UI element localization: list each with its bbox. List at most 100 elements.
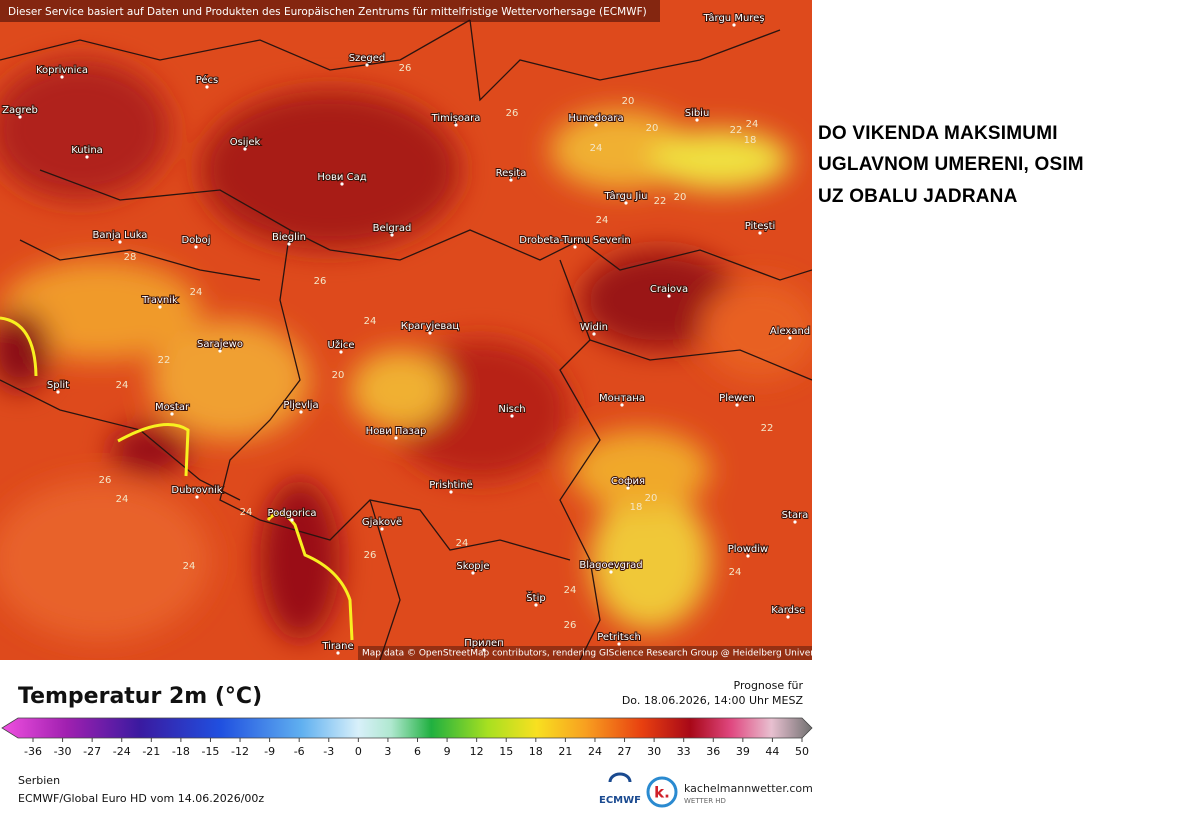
contour-label: 26 bbox=[364, 550, 377, 561]
scale-label: -12 bbox=[231, 745, 249, 758]
city-dot bbox=[205, 85, 209, 89]
city-dot bbox=[510, 414, 514, 418]
city-label: Prishtinë bbox=[429, 480, 472, 491]
city-dot bbox=[573, 245, 577, 249]
city-dot bbox=[340, 182, 344, 186]
contour-label: 22 bbox=[761, 423, 774, 434]
contour-label: 24 bbox=[116, 380, 129, 391]
city-label: Nisch bbox=[498, 404, 525, 415]
city-dot bbox=[60, 75, 64, 79]
contour-label: 26 bbox=[314, 276, 327, 287]
city-dot bbox=[218, 349, 222, 353]
scale-label: -21 bbox=[142, 745, 160, 758]
scale-label: 50 bbox=[795, 745, 809, 758]
contour-label: 24 bbox=[240, 507, 253, 518]
city-label: Târgu Jiu bbox=[604, 190, 648, 202]
city-label: Stara bbox=[782, 510, 809, 521]
city-dot bbox=[609, 570, 613, 574]
contour-label: 22 bbox=[730, 125, 743, 136]
kachelmann-logo-text: k. bbox=[654, 784, 670, 802]
city-dot bbox=[482, 648, 486, 652]
contour-label: 20 bbox=[674, 192, 687, 203]
city-dot bbox=[617, 642, 621, 646]
contour-label: 24 bbox=[746, 119, 759, 130]
city-label: Drobeta-Turnu Severin bbox=[519, 235, 630, 246]
city-dot bbox=[746, 554, 750, 558]
city-label: Dubrovnik bbox=[171, 485, 222, 496]
city-label: Tirane bbox=[321, 641, 353, 652]
city-dot bbox=[793, 520, 797, 524]
scale-label: 24 bbox=[588, 745, 602, 758]
contour-label: 20 bbox=[622, 96, 635, 107]
scale-label: -30 bbox=[54, 745, 72, 758]
city-label: Travnik bbox=[141, 295, 178, 306]
city-label: Blagoevgrad bbox=[579, 560, 642, 571]
city-dot bbox=[695, 118, 699, 122]
city-label: Split bbox=[47, 380, 69, 391]
city-label: Нови Пазар bbox=[366, 426, 427, 437]
city-label: Kutina bbox=[71, 145, 103, 156]
contour-label: 28 bbox=[124, 252, 137, 263]
scale-label: 27 bbox=[618, 745, 632, 758]
city-dot bbox=[290, 518, 294, 522]
city-label: Нови Сад bbox=[317, 172, 366, 183]
city-label: Doboj bbox=[181, 235, 210, 246]
city-label: Belgrad bbox=[373, 223, 412, 234]
city-dot bbox=[170, 412, 174, 416]
city-dot bbox=[339, 350, 343, 354]
region: Serbien bbox=[18, 774, 60, 787]
city-label: Pitești bbox=[745, 221, 776, 232]
contour-label: 24 bbox=[590, 143, 603, 154]
city-dot bbox=[287, 242, 291, 246]
city-dot bbox=[758, 231, 762, 235]
annotation-line: UZ OBALU JADRANA bbox=[818, 186, 1018, 207]
contour-label: 24 bbox=[456, 538, 469, 549]
city-dot bbox=[336, 651, 340, 655]
ecmwf-label: ECMWF bbox=[599, 795, 641, 806]
city-dot bbox=[471, 571, 475, 575]
city-label: Koprivnica bbox=[36, 65, 88, 76]
city-dot bbox=[454, 123, 458, 127]
city-label: Timișoara bbox=[431, 113, 481, 124]
city-dot bbox=[732, 23, 736, 27]
site-name: kachelmannwetter.com bbox=[684, 782, 813, 795]
service-notice: Dieser Service basiert auf Daten und Pro… bbox=[8, 6, 647, 18]
contour-label: 20 bbox=[645, 493, 658, 504]
contour-label: 26 bbox=[506, 108, 519, 119]
city-label: Plewen bbox=[719, 393, 755, 404]
city-dot bbox=[299, 410, 303, 414]
city-label: Alexand bbox=[770, 326, 810, 337]
scale-label: 44 bbox=[765, 745, 779, 758]
city-dot bbox=[449, 490, 453, 494]
city-label: Mostar bbox=[155, 402, 190, 413]
contour-label: 24 bbox=[564, 585, 577, 596]
city-label: София bbox=[611, 476, 645, 487]
city-label: Zagreb bbox=[2, 105, 38, 116]
city-label: Kardsc bbox=[771, 605, 805, 616]
scale-label: 6 bbox=[414, 745, 421, 758]
city-label: Sarajewo bbox=[197, 339, 243, 350]
contour-label: 18 bbox=[630, 502, 643, 513]
city-label: Sibiu bbox=[685, 108, 710, 119]
contour-label: 24 bbox=[729, 567, 742, 578]
city-label: Plowdiw bbox=[728, 544, 768, 555]
contour-label: 20 bbox=[646, 123, 659, 134]
city-dot bbox=[365, 63, 369, 67]
contour-label: 18 bbox=[744, 135, 757, 146]
annotation-line: UGLAVNOM UMERENI, OSIM bbox=[818, 154, 1084, 175]
annotation-line: DO VIKENDA MAKSIMUMI bbox=[818, 123, 1058, 144]
scale-label: 12 bbox=[470, 745, 484, 758]
contour-label: 24 bbox=[116, 494, 129, 505]
city-label: Szeged bbox=[349, 53, 386, 64]
contour-label: 20 bbox=[332, 370, 345, 381]
city-label: Osijek bbox=[230, 137, 261, 148]
contour-label: 26 bbox=[564, 620, 577, 631]
contour-label: 24 bbox=[596, 215, 609, 226]
city-label: Монтана bbox=[599, 393, 645, 404]
contour-label: 22 bbox=[654, 196, 667, 207]
scale-label: -27 bbox=[83, 745, 101, 758]
city-label: Užice bbox=[328, 339, 355, 351]
scale-label: -24 bbox=[113, 745, 131, 758]
contour-label: 26 bbox=[399, 63, 412, 74]
